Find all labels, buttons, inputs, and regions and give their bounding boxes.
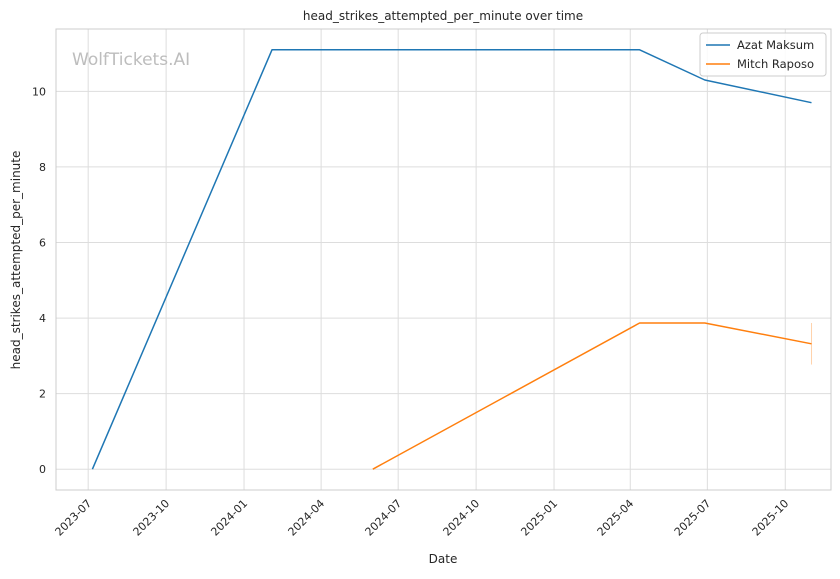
legend-label-azat-maksum: Azat Maksum (737, 38, 814, 52)
series-lines (91, 49, 813, 470)
y-tick-label: 4 (39, 312, 46, 325)
y-tick-label: 2 (39, 388, 46, 401)
x-tick-label: 2025-10 (750, 497, 792, 539)
x-tick-label: 2023-07 (53, 497, 95, 539)
series-line-azat-maksum (91, 49, 812, 470)
legend-label-mitch-raposo: Mitch Raposo (737, 57, 814, 71)
legend-frame (699, 32, 827, 77)
y-tick-label: 0 (39, 463, 46, 476)
x-tick-label: 2025-04 (595, 497, 637, 539)
y-axis-label: head_strikes_attempted_per_minute (9, 151, 23, 370)
x-tick-label: 2024-10 (441, 497, 483, 539)
x-tick-label: 2024-04 (286, 497, 328, 539)
watermark: WolfTickets.AI (72, 50, 190, 70)
x-tick-label: 2023-10 (131, 497, 173, 539)
x-tick-label: 2024-07 (363, 497, 405, 539)
x-tick-label: 2024-01 (208, 497, 250, 539)
plot-area-frame (55, 28, 832, 491)
x-axis-ticks: 2023-07 2023-10 2024-01 2024-04 2024-07 2024-… (53, 497, 792, 539)
grid (56, 29, 831, 490)
y-tick-label: 6 (39, 236, 46, 249)
y-axis-ticks: 0 2 4 6 8 10 (32, 85, 46, 476)
x-axis-label: Date (429, 552, 458, 566)
y-tick-label: 8 (39, 161, 46, 174)
x-tick-label: 2025-07 (672, 497, 714, 539)
x-tick-label: 2025-01 (518, 497, 560, 539)
chart-title: head_strikes_attempted_per_minute over t… (303, 9, 583, 23)
series-line-mitch-raposo (372, 322, 812, 470)
legend: Azat Maksum Mitch Raposo (699, 32, 827, 77)
y-tick-label: 10 (32, 85, 46, 98)
